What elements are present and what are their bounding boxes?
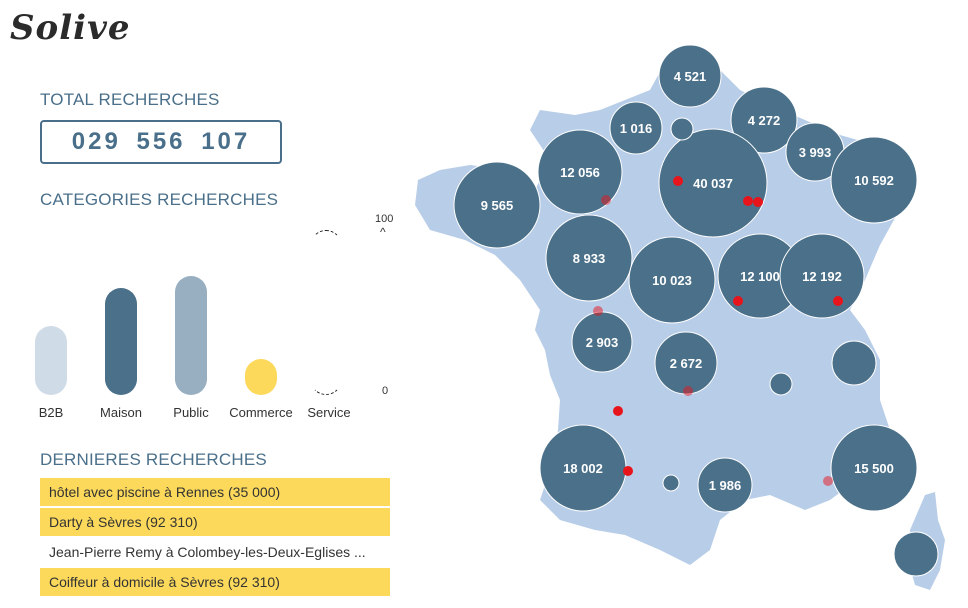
region-bubble[interactable] (628, 236, 716, 324)
search-location-dot (683, 386, 693, 396)
search-location-dot (733, 296, 743, 306)
region-bubble-label: 15 500 (854, 461, 894, 476)
bar-label-commerce: Commerce (229, 405, 293, 420)
search-location-dot (753, 197, 763, 207)
region-bubble[interactable] (779, 233, 865, 319)
search-location-dot (601, 195, 611, 205)
categories-bar-chart: B2B Maison Public Commerce Service 100 ^… (20, 213, 400, 425)
region-bubble[interactable] (830, 136, 918, 224)
region-bubble[interactable] (545, 214, 633, 302)
region-bubble-label: 3 993 (799, 145, 832, 160)
region-bubble[interactable] (831, 340, 877, 386)
bar-b2b[interactable] (35, 326, 67, 395)
axis-min-label: 0 (382, 385, 389, 397)
region-bubble[interactable] (769, 372, 793, 396)
bar-label-b2b: B2B (38, 405, 64, 420)
search-location-dot (673, 176, 683, 186)
axis-up-arrow-icon: ^ (380, 225, 386, 239)
region-bubble[interactable] (609, 101, 663, 155)
recent-title: DERNIERES RECHERCHES (40, 450, 267, 469)
region-bubble-label: 18 002 (563, 461, 603, 476)
total-counter: 029 556 107 (40, 120, 282, 164)
region-bubble-label: 1 986 (709, 478, 742, 493)
region-bubble-label: 12 056 (560, 165, 600, 180)
region-bubble-label: 10 592 (854, 173, 894, 188)
region-bubble-label: 9 565 (481, 198, 514, 213)
solive-logo: Solive (10, 8, 131, 48)
region-bubble-label: 2 672 (670, 356, 703, 371)
region-bubble[interactable] (893, 531, 939, 577)
region-bubble-label: 1 016 (620, 121, 653, 136)
total-title: TOTAL RECHERCHES (40, 90, 220, 109)
search-location-dot (623, 466, 633, 476)
search-location-dot (613, 406, 623, 416)
recent-list: hôtel avec piscine à Rennes (35 000) Dar… (40, 478, 390, 598)
bar-service[interactable] (310, 230, 342, 395)
region-bubble-label: 40 037 (693, 176, 733, 191)
axis-max-label: 100 (375, 213, 394, 225)
region-bubble[interactable] (662, 474, 680, 492)
search-location-dot (823, 476, 833, 486)
region-bubble[interactable] (537, 129, 623, 215)
region-bubble-label: 4 272 (748, 113, 781, 128)
region-bubble-label: 12 100 (740, 269, 780, 284)
bar-commerce[interactable] (245, 359, 277, 395)
region-bubble[interactable] (453, 161, 541, 249)
bar-label-maison: Maison (100, 405, 142, 420)
bar-label-public: Public (173, 405, 209, 420)
region-bubble[interactable] (658, 44, 722, 108)
recent-item[interactable]: hôtel avec piscine à Rennes (35 000) (40, 478, 390, 506)
search-location-dot (593, 306, 603, 316)
bar-maison[interactable] (105, 288, 137, 395)
region-bubble-label: 12 192 (802, 269, 842, 284)
region-bubble-label: 10 023 (652, 273, 692, 288)
recent-item[interactable]: Jean-Pierre Remy à Colombey-les-Deux-Egl… (49, 544, 366, 560)
categories-title: CATEGORIES RECHERCHES (40, 190, 279, 209)
france-map: 4 521 1 016 4 272 3 993 12 056 40 037 10 592 9 … (415, 44, 945, 590)
region-bubble-label: 8 933 (573, 251, 606, 266)
region-bubble[interactable] (670, 117, 694, 141)
bar-public[interactable] (175, 276, 207, 395)
region-bubble[interactable] (697, 457, 753, 513)
region-bubble[interactable] (658, 128, 768, 238)
region-bubble-label: 4 521 (674, 69, 707, 84)
region-bubble[interactable] (830, 424, 918, 512)
region-bubble[interactable] (730, 86, 798, 154)
recent-item[interactable]: Coiffeur à domicile à Sèvres (92 310) (40, 568, 390, 596)
bar-label-service: Service (307, 405, 351, 420)
recent-item[interactable]: Darty à Sèvres (92 310) (40, 508, 390, 536)
search-location-dot (743, 196, 753, 206)
search-location-dot (833, 296, 843, 306)
region-bubble-label: 2 903 (586, 335, 619, 350)
